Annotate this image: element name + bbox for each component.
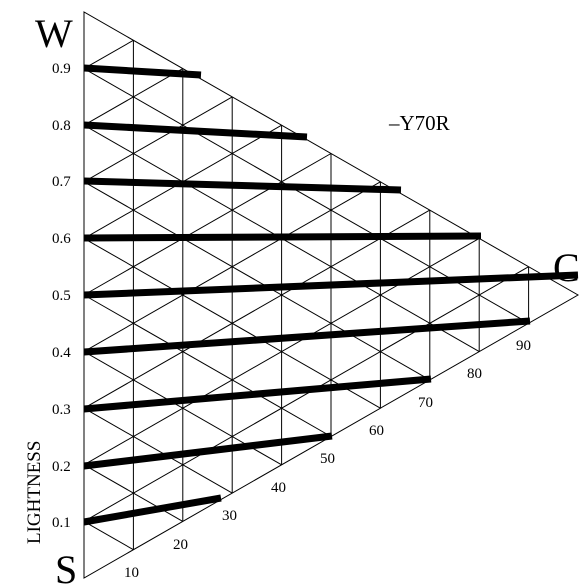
lightness-tick-label: 0.3 (52, 402, 71, 418)
lightness-tick-label: 0.1 (52, 515, 71, 531)
chromaticness-tick-label: 50 (320, 451, 335, 467)
chromaticness-tick-label: 80 (467, 366, 482, 382)
lightness-line-0.9 (83, 64, 202, 79)
grid-line-blackness-40 (83, 237, 381, 409)
lightness-tick-label: 0.2 (52, 459, 71, 475)
lightness-line-0.1 (83, 494, 222, 526)
chromaticness-tick-label: 60 (369, 423, 384, 439)
triangle-grid (83, 11, 580, 579)
hue-label: –Y70R (388, 111, 450, 135)
grid-line-blackness-50 (83, 294, 332, 437)
chromaticness-tick-label: 30 (222, 508, 237, 524)
chromaticness-tick-label: 90 (516, 338, 531, 354)
grid-line-whiteness-70 (83, 96, 233, 183)
lightness-line-0.6 (83, 232, 482, 242)
lightness-tick-label: 0.9 (52, 61, 71, 77)
lightness-lines (83, 64, 579, 526)
lightness-tick-label: 0.5 (52, 288, 71, 304)
lightness-tick-label: 0.7 (52, 174, 71, 190)
grid-line-blackness-30 (83, 181, 431, 381)
corner-label-chromatic: C (553, 245, 580, 290)
lightness-tick-label: 0.4 (52, 345, 71, 361)
corner-label-white: W (35, 11, 73, 56)
lightness-tick-label: 0.8 (52, 118, 71, 134)
tick-labels: 0.1 0.2 0.3 0.4 0.5 0.6 0.7 0.8 0.9 10 20 30 40 50 60 7… (52, 61, 531, 581)
lightness-line-0.2 (83, 432, 333, 470)
lightness-line-0.7 (83, 177, 402, 194)
chromaticness-tick-label: 40 (271, 480, 286, 496)
lightness-line-0.5 (83, 271, 579, 299)
lightness-line-0.4 (83, 317, 531, 356)
lightness-line-0.3 (83, 375, 432, 413)
grid-line-whiteness-50 (83, 153, 332, 296)
grid-line-blackness-80 (83, 464, 184, 522)
chromaticness-tick-label: 70 (418, 395, 433, 411)
grid-line-whiteness-30 (83, 209, 431, 409)
lightness-axis-label: LIGHTNESS (24, 441, 45, 544)
grid-line-blackness-90 (83, 520, 134, 551)
chromaticness-tick-label: 10 (124, 565, 139, 581)
grid-line-whiteness-90 (83, 39, 134, 70)
chromaticness-tick-label: 20 (173, 537, 188, 553)
lightness-line-0.8 (83, 121, 308, 141)
grid-line-whiteness-10 (83, 266, 529, 522)
grid-line-blackness-70 (83, 407, 233, 494)
lightness-tick-label: 0.6 (52, 231, 71, 247)
corner-label-black: S (55, 547, 77, 584)
